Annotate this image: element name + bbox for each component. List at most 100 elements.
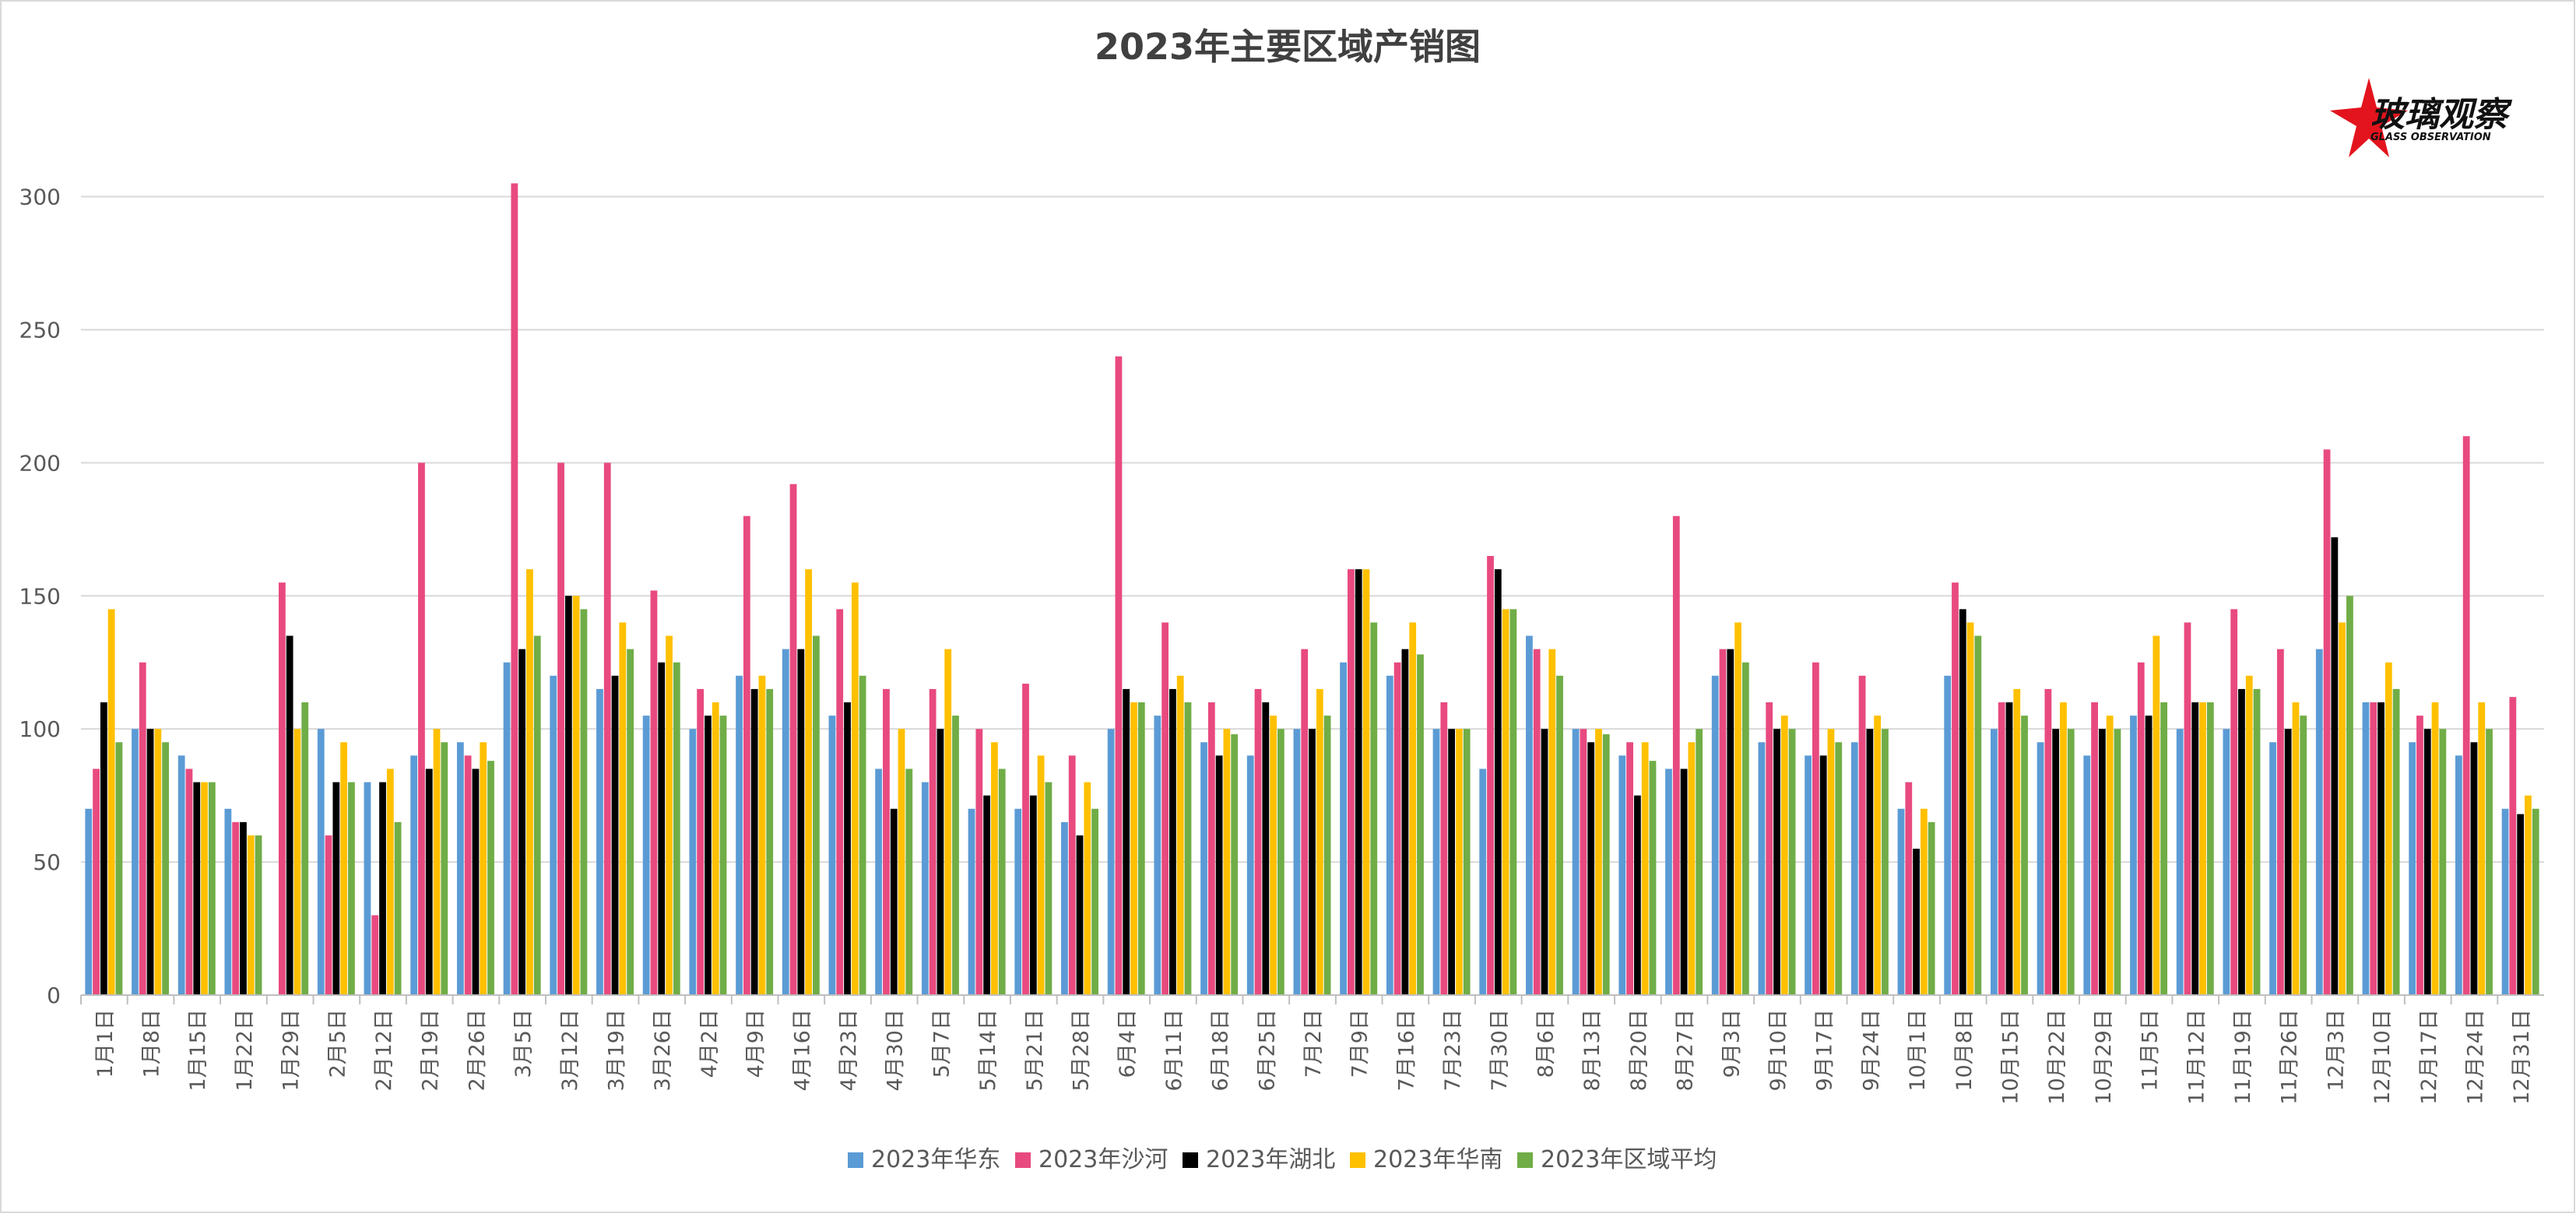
y-tick-label: 100 xyxy=(19,716,61,742)
x-tick-label: 11月5日 xyxy=(2138,1009,2163,1092)
bar xyxy=(85,808,93,995)
bar xyxy=(2276,649,2284,995)
x-tick-label: 11月12日 xyxy=(2184,1009,2209,1105)
legend-swatch xyxy=(1350,1152,1365,1168)
bar xyxy=(533,635,541,995)
bar xyxy=(1758,742,1766,995)
bar xyxy=(2098,729,2106,995)
bar xyxy=(1386,675,1393,995)
bar xyxy=(921,782,929,995)
bar xyxy=(1866,729,1874,995)
legend-swatch xyxy=(1183,1152,1198,1168)
bar xyxy=(240,821,247,995)
bar xyxy=(712,702,719,995)
bar xyxy=(371,915,379,995)
bar xyxy=(2300,716,2307,995)
bar xyxy=(2377,702,2384,995)
bar xyxy=(286,635,293,995)
legend-label: 2023年华东 xyxy=(871,1146,1000,1173)
bar xyxy=(1850,742,1858,995)
x-tick-label: 8月6日 xyxy=(1534,1009,1558,1078)
bar xyxy=(937,729,944,995)
bar xyxy=(1115,356,1123,995)
bar xyxy=(208,782,216,995)
bar xyxy=(2184,622,2191,995)
bar xyxy=(968,808,975,995)
bar xyxy=(1998,702,2005,995)
bar xyxy=(1928,821,1935,995)
bar xyxy=(1107,729,1115,995)
bar xyxy=(596,688,603,995)
bar xyxy=(2525,795,2532,995)
bar xyxy=(511,183,518,996)
bar xyxy=(1780,716,1788,995)
bar xyxy=(480,742,487,995)
x-tick-label: 10月29日 xyxy=(2092,1009,2116,1105)
bar xyxy=(705,716,712,995)
bar xyxy=(146,729,154,995)
bar xyxy=(797,649,805,995)
bar xyxy=(1618,755,1626,995)
legend-swatch xyxy=(1015,1152,1031,1168)
bar xyxy=(2315,649,2323,995)
bar xyxy=(1741,662,1749,995)
bar xyxy=(1440,702,1448,995)
bar xyxy=(1556,675,1563,995)
bar xyxy=(550,675,557,995)
bar xyxy=(1548,649,1556,995)
bar xyxy=(2044,688,2052,995)
bar xyxy=(1572,729,1580,995)
x-tick-label: 11月19日 xyxy=(2231,1009,2255,1105)
x-tick-label: 12月24日 xyxy=(2463,1009,2487,1105)
bar xyxy=(1207,702,1215,995)
bar xyxy=(836,609,844,995)
x-tick-label: 4月30日 xyxy=(884,1009,908,1092)
bar xyxy=(2331,537,2339,995)
bar xyxy=(2486,729,2493,995)
bar xyxy=(2199,702,2206,995)
x-tick-label: 11月26日 xyxy=(2278,1009,2302,1105)
bar xyxy=(177,755,185,995)
bar xyxy=(1130,702,1137,995)
x-tick-label: 3月5日 xyxy=(511,1009,536,1078)
logo-star-icon xyxy=(2330,78,2408,157)
bar xyxy=(952,716,959,995)
legend-swatch xyxy=(1517,1152,1533,1168)
x-tick-label: 6月11日 xyxy=(1162,1009,1186,1092)
x-tick-label: 5月7日 xyxy=(930,1009,954,1078)
bar xyxy=(2416,716,2423,995)
bar xyxy=(905,769,913,995)
legend-label: 2023年湖北 xyxy=(1206,1146,1335,1173)
bar xyxy=(1727,649,1734,995)
bar xyxy=(2501,808,2509,995)
bar xyxy=(1882,729,1889,995)
bar xyxy=(1223,729,1231,995)
bar xyxy=(2060,702,2067,995)
bar xyxy=(2176,729,2184,995)
bar xyxy=(1362,569,1370,995)
x-tick-label: 4月2日 xyxy=(698,1009,722,1078)
bar xyxy=(1154,716,1161,995)
bar xyxy=(1463,729,1471,995)
bar xyxy=(293,729,301,995)
bar xyxy=(650,590,658,995)
bar xyxy=(1633,795,1641,995)
bar xyxy=(464,755,472,995)
x-tick-label: 12月17日 xyxy=(2417,1009,2441,1105)
y-tick-label: 50 xyxy=(33,849,61,875)
x-tick-label: 4月23日 xyxy=(837,1009,861,1092)
bar xyxy=(433,729,441,995)
bar xyxy=(456,742,464,995)
bar xyxy=(2013,688,2021,995)
bar xyxy=(1952,582,1959,995)
bar xyxy=(224,808,232,995)
bar xyxy=(1966,622,1974,995)
bar xyxy=(1161,622,1169,995)
x-tick-label: 10月8日 xyxy=(1952,1009,1977,1092)
bar xyxy=(813,635,820,995)
bar xyxy=(1688,742,1696,995)
bar xyxy=(410,755,418,995)
x-tick-label: 4月16日 xyxy=(790,1009,814,1092)
bar xyxy=(1029,795,1037,995)
bar xyxy=(100,702,107,995)
